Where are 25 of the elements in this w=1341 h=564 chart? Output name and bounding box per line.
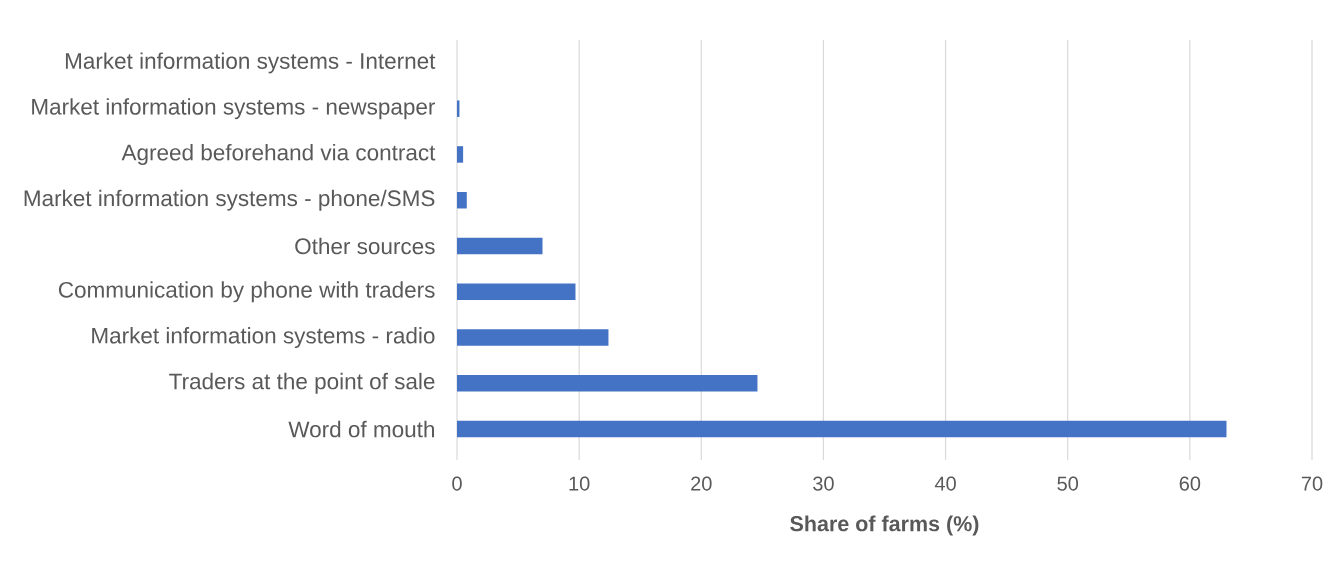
x-tick-label: 60 (1179, 476, 1201, 491)
y-tick-label: Traders at the point of sale (169, 372, 435, 394)
bar (457, 191, 467, 209)
bar (457, 237, 543, 255)
y-tick-label: Market information systems - Internet (65, 52, 436, 74)
y-tick-label: Market information systems - newspaper (32, 98, 436, 120)
bar (457, 420, 1227, 438)
x-axis-title: Share of farms (%) (790, 515, 979, 536)
y-tick-label: Market information systems - phone/SMS (24, 189, 435, 211)
x-tick-label: 40 (934, 476, 956, 491)
y-tick-label: Word of mouth (288, 420, 434, 438)
x-tick-label: 70 (1301, 476, 1323, 491)
bar (457, 146, 464, 163)
y-tick-label: Agreed beforehand via contract (121, 143, 436, 165)
x-tick-label: 30 (813, 476, 834, 491)
x-tick-label: 0 (452, 476, 462, 491)
bar (457, 375, 758, 392)
x-tick-label: 20 (691, 476, 712, 491)
x-tick-label: 10 (569, 476, 590, 491)
bar (457, 283, 576, 301)
y-tick-label: Market information systems - radio (92, 327, 435, 349)
y-tick-label: Communication by phone with traders (58, 281, 435, 303)
x-tick-label: 50 (1057, 476, 1079, 491)
y-tick-label: Other sources (295, 237, 435, 255)
bar (457, 329, 609, 346)
